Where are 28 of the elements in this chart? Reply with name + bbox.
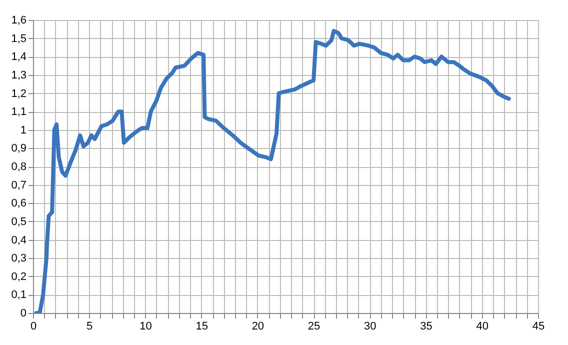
y-tick-label: 0,6 bbox=[11, 198, 26, 210]
y-tick-label: 1,4 bbox=[11, 51, 26, 64]
y-tick-label: 1,3 bbox=[11, 69, 26, 82]
x-tick-label: 45 bbox=[532, 320, 545, 332]
y-tick-label: 0,1 bbox=[11, 289, 26, 302]
y-tick-label: 0,2 bbox=[11, 270, 26, 283]
y-tick-label: 0 bbox=[20, 308, 26, 320]
y-tick-label: 0,5 bbox=[11, 216, 26, 228]
x-tick-label: 15 bbox=[196, 320, 208, 332]
y-tick-label: 1,6 bbox=[11, 14, 26, 26]
y-tick-label: 0,3 bbox=[11, 252, 26, 265]
line-series bbox=[34, 28, 511, 313]
x-tick-label: 5 bbox=[86, 320, 93, 332]
x-tick-label: 40 bbox=[476, 320, 489, 332]
y-tick-label: 1,1 bbox=[11, 106, 26, 118]
y-tick-label: 0,4 bbox=[11, 234, 26, 246]
x-tick-label: 20 bbox=[252, 320, 264, 332]
y-tick-label: 1,5 bbox=[11, 32, 26, 45]
y-tick-label: 1,2 bbox=[11, 88, 26, 100]
x-tick-label: 30 bbox=[364, 320, 376, 332]
x-tick-label: 10 bbox=[140, 320, 152, 332]
y-tick-label: 0,7 bbox=[11, 179, 26, 192]
y-tick-label: 0,9 bbox=[11, 142, 26, 155]
y-tick-label: 1 bbox=[20, 124, 26, 136]
x-tick-label: 35 bbox=[420, 320, 432, 332]
x-tick-label: 0 bbox=[30, 320, 37, 332]
y-tick-label: 0,8 bbox=[11, 161, 26, 173]
x-tick-label: 25 bbox=[308, 320, 320, 332]
